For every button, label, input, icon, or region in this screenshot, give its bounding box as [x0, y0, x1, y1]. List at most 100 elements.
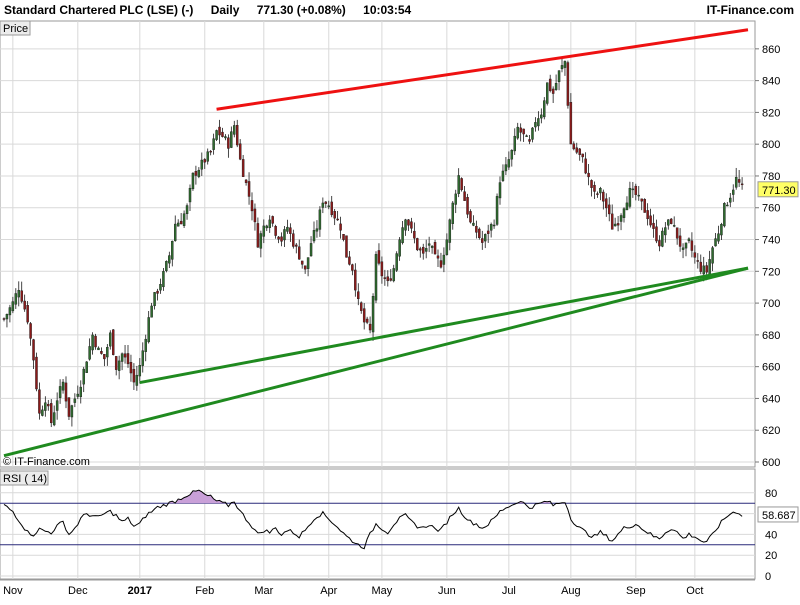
- candle-body: [325, 202, 327, 204]
- x-tick-label: May: [372, 585, 393, 597]
- candle-body: [136, 375, 138, 385]
- candle-body: [62, 382, 64, 390]
- candle-body: [738, 179, 740, 182]
- quote-time: 10:03:54: [363, 3, 411, 17]
- candle-body: [720, 224, 722, 235]
- price-tick-label: 680: [762, 330, 780, 342]
- candle-body: [266, 226, 268, 228]
- candle-body: [723, 203, 725, 226]
- candle-body: [410, 222, 412, 229]
- candle-body: [162, 271, 164, 287]
- candle-body: [682, 248, 684, 250]
- price-tick-label: 760: [762, 203, 780, 215]
- candle-body: [92, 335, 94, 350]
- candle-body: [534, 122, 536, 127]
- candle-body: [620, 215, 622, 221]
- candle-body: [77, 394, 79, 396]
- candle-body: [334, 211, 336, 218]
- candle-body: [502, 171, 504, 181]
- candle-body: [617, 223, 619, 225]
- candle-body: [543, 101, 545, 117]
- candle-body: [567, 63, 569, 106]
- candle-body: [21, 291, 23, 302]
- candle-body: [493, 225, 495, 226]
- candle-body: [295, 245, 297, 246]
- candle-body: [363, 309, 365, 322]
- candle-body: [407, 220, 409, 226]
- price-panel: [0, 21, 755, 467]
- candle-body: [487, 231, 489, 234]
- candle-body: [434, 242, 436, 254]
- candle-body: [390, 279, 392, 281]
- candle-body: [192, 173, 194, 189]
- candle-body: [623, 209, 625, 218]
- candle-body: [151, 306, 153, 317]
- candle-body: [523, 129, 525, 134]
- price-tick-label: 660: [762, 362, 780, 374]
- candle-body: [280, 237, 282, 242]
- x-tick-label: Jun: [438, 585, 456, 597]
- candle: [670, 218, 672, 224]
- candle-body: [106, 347, 108, 357]
- candle-body: [413, 231, 415, 238]
- candle-body: [100, 351, 102, 353]
- candle-body: [251, 200, 253, 210]
- candle-body: [428, 244, 430, 246]
- candle-body: [109, 333, 111, 346]
- candle-body: [661, 231, 663, 246]
- candle-body: [608, 205, 610, 214]
- x-tick-label: Apr: [320, 585, 337, 597]
- chart-header: Standard Chartered PLC (LSE) (-) Daily 7…: [0, 0, 800, 20]
- candle-body: [729, 198, 731, 202]
- candle-body: [269, 220, 271, 228]
- candle: [567, 61, 569, 109]
- candle: [546, 82, 548, 105]
- last-change: 771.30 (+0.08%): [257, 3, 346, 17]
- candle-body: [384, 278, 386, 279]
- candle-body: [210, 151, 212, 152]
- candle: [723, 202, 725, 227]
- candle-body: [561, 65, 563, 69]
- candle-body: [703, 266, 705, 274]
- candle-body: [714, 239, 716, 246]
- rsi-tick-label: 80: [765, 488, 777, 500]
- candle-body: [475, 226, 477, 232]
- candle-body: [517, 127, 519, 138]
- candle-body: [44, 403, 46, 411]
- candle-body: [263, 226, 265, 236]
- candle-body: [24, 301, 26, 309]
- candle-body: [289, 228, 291, 234]
- candle-body: [239, 144, 241, 159]
- candle-body: [156, 291, 158, 293]
- x-tick-label: Feb: [195, 585, 214, 597]
- candle-body: [531, 128, 533, 139]
- candle-body: [664, 228, 666, 235]
- candle-body: [717, 234, 719, 241]
- candle-body: [505, 165, 507, 171]
- rsi-panel-label: RSI ( 14): [3, 473, 47, 485]
- candle-body: [573, 144, 575, 149]
- candle-body: [688, 239, 690, 241]
- stock-chart[interactable]: 6006206406606807007207407607808008208408…: [0, 20, 800, 600]
- candle-body: [257, 223, 259, 247]
- candle-body: [340, 224, 342, 230]
- candle-body: [319, 210, 321, 230]
- candle-body: [180, 221, 182, 224]
- candle-body: [667, 220, 669, 225]
- rsi-tick-label: 0: [765, 571, 771, 583]
- candle-body: [112, 330, 114, 355]
- candle-body: [83, 369, 85, 384]
- candle-body: [198, 170, 200, 176]
- candle-body: [59, 386, 61, 397]
- candle-body: [142, 351, 144, 366]
- candle-body: [68, 398, 70, 417]
- candle-body: [644, 199, 646, 212]
- candle: [644, 198, 646, 212]
- price-tick-label: 700: [762, 298, 780, 310]
- price-tick-label: 620: [762, 425, 780, 437]
- current-rsi-text: 58.687: [762, 510, 796, 522]
- candle-body: [599, 188, 601, 193]
- candle: [35, 353, 37, 392]
- candle-body: [443, 255, 445, 264]
